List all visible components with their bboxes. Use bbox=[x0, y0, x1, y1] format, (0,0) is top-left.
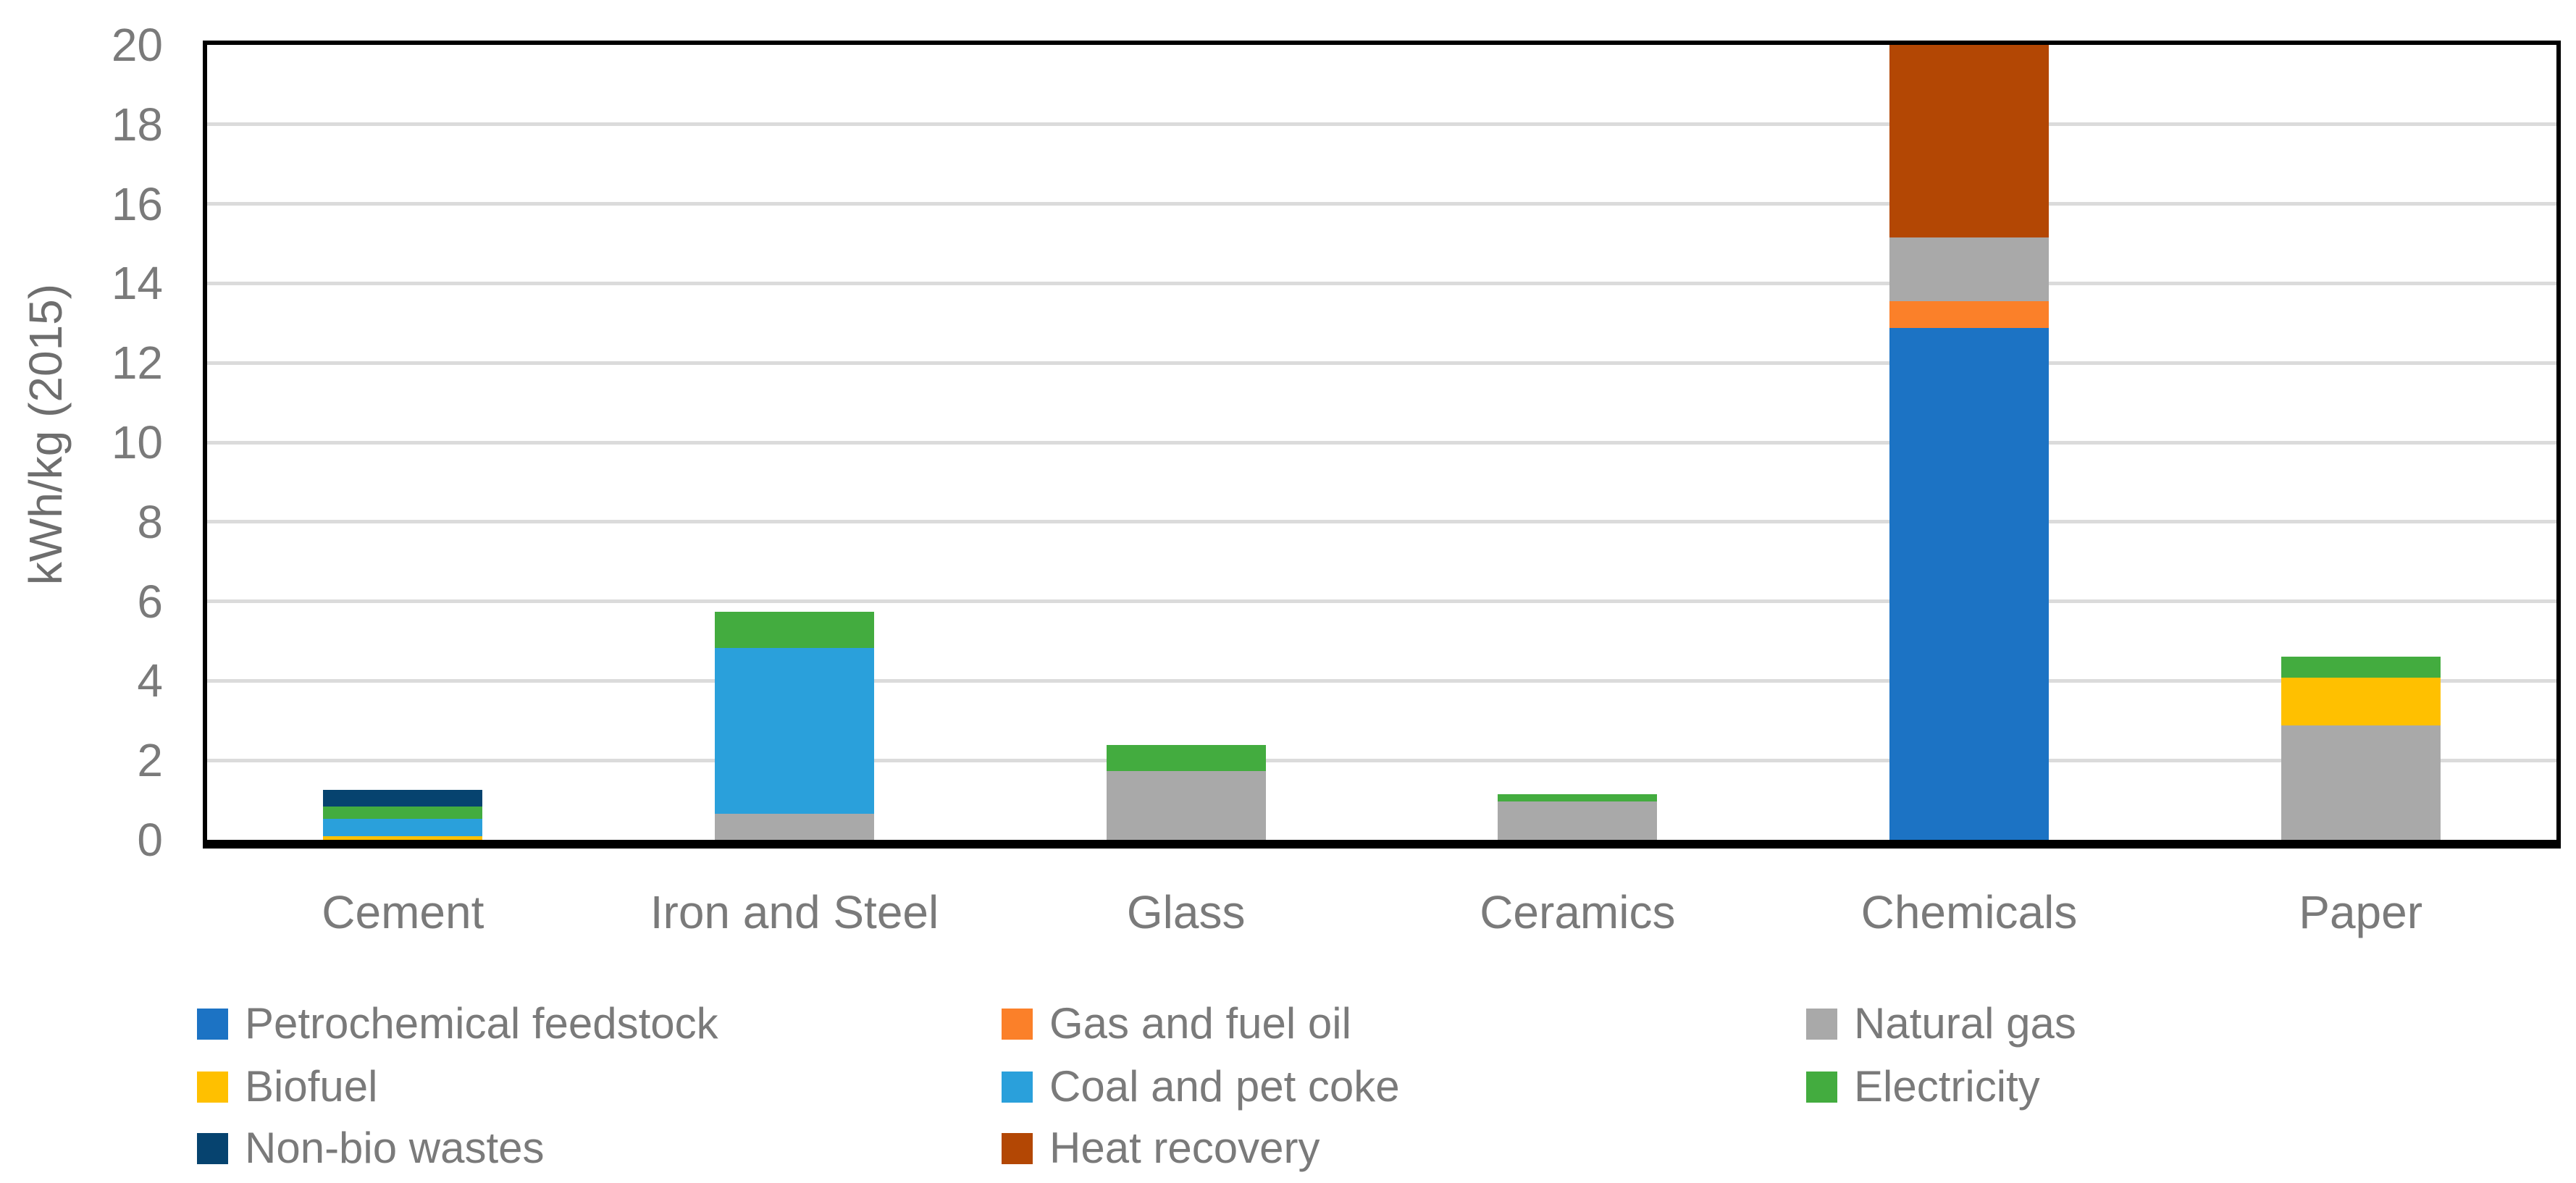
bar-segment-heat-recovery bbox=[1889, 45, 2049, 238]
legend-swatch bbox=[197, 1132, 228, 1164]
bar-cement bbox=[323, 789, 483, 840]
bar-segment-gas-and-fuel-oil bbox=[1889, 301, 2049, 328]
y-tick-label: 8 bbox=[137, 495, 163, 548]
bar-segment-coal-and-pet-coke bbox=[715, 647, 874, 814]
legend-swatch bbox=[1002, 1132, 1033, 1164]
gridline bbox=[207, 678, 2556, 683]
bar-iron-and-steel bbox=[715, 612, 874, 840]
bar-segment-electricity bbox=[1106, 744, 1266, 772]
legend-item-heat-recovery: Heat recovery bbox=[1002, 1127, 1320, 1170]
bar-segment-electricity bbox=[1498, 794, 1658, 801]
x-category-label: Iron and Steel bbox=[650, 886, 939, 938]
bar-segment-natural-gas bbox=[715, 814, 874, 840]
legend-swatch bbox=[1806, 1008, 1837, 1040]
legend-item-coal-and-pet-coke: Coal and pet coke bbox=[1002, 1065, 1400, 1108]
gridline bbox=[207, 361, 2556, 365]
gridline bbox=[207, 758, 2556, 762]
gridline bbox=[207, 281, 2556, 285]
legend-item-biofuel: Biofuel bbox=[197, 1065, 377, 1108]
bar-segment-biofuel bbox=[323, 835, 483, 840]
bar-glass bbox=[1106, 744, 1266, 840]
y-tick-label: 6 bbox=[137, 575, 163, 628]
legend-item-natural-gas: Natural gas bbox=[1806, 1002, 2076, 1045]
gridline bbox=[207, 202, 2556, 206]
legend-label: Electricity bbox=[1854, 1062, 2040, 1111]
x-category-label: Chemicals bbox=[1860, 886, 2078, 938]
legend-item-electricity: Electricity bbox=[1806, 1065, 2040, 1108]
bar-segment-natural-gas bbox=[1498, 801, 1658, 840]
legend-item-petrochemical-feedstock: Petrochemical feedstock bbox=[197, 1002, 718, 1045]
legend-label: Coal and pet coke bbox=[1049, 1062, 1400, 1111]
legend-label: Non-bio wastes bbox=[245, 1124, 545, 1172]
y-tick-label: 0 bbox=[137, 814, 163, 866]
legend-label: Petrochemical feedstock bbox=[245, 999, 718, 1048]
bar-segment-natural-gas bbox=[2281, 725, 2441, 840]
bar-segment-electricity bbox=[323, 806, 483, 820]
gridline bbox=[207, 599, 2556, 604]
legend-swatch bbox=[1806, 1071, 1837, 1103]
y-tick-label: 4 bbox=[137, 654, 163, 707]
bar-paper bbox=[2281, 656, 2441, 840]
plot-area bbox=[203, 41, 2561, 849]
bar-segment-natural-gas bbox=[1106, 771, 1266, 840]
bar-ceramics bbox=[1498, 794, 1658, 840]
y-tick-label: 12 bbox=[111, 337, 163, 390]
gridline bbox=[207, 440, 2556, 445]
y-tick-label: 18 bbox=[111, 98, 163, 151]
bar-segment-electricity bbox=[715, 612, 874, 648]
legend-swatch bbox=[197, 1008, 228, 1040]
y-tick-label: 20 bbox=[111, 19, 163, 71]
legend-item-non-bio-wastes: Non-bio wastes bbox=[197, 1127, 545, 1170]
gridline bbox=[207, 122, 2556, 127]
gridline bbox=[207, 520, 2556, 524]
bar-segment-coal-and-pet-coke bbox=[323, 819, 483, 836]
y-tick-label: 14 bbox=[111, 257, 163, 310]
bar-segment-non-bio-wastes bbox=[323, 789, 483, 807]
bar-segment-electricity bbox=[2281, 656, 2441, 678]
y-tick-label: 10 bbox=[111, 416, 163, 468]
y-tick-label: 2 bbox=[137, 734, 163, 787]
x-category-label: Paper bbox=[2299, 886, 2423, 938]
x-category-label: Ceramics bbox=[1480, 886, 1676, 938]
legend-label: Gas and fuel oil bbox=[1049, 999, 1351, 1048]
bar-chemicals bbox=[1889, 45, 2049, 840]
bar-segment-petrochemical-feedstock bbox=[1889, 327, 2049, 840]
legend-swatch bbox=[197, 1071, 228, 1103]
x-category-label: Glass bbox=[1126, 886, 1246, 938]
legend-label: Heat recovery bbox=[1049, 1124, 1320, 1172]
legend-label: Biofuel bbox=[245, 1062, 378, 1111]
bar-segment-natural-gas bbox=[1889, 237, 2049, 302]
bar-segment-biofuel bbox=[2281, 678, 2441, 725]
y-tick-label: 16 bbox=[111, 177, 163, 230]
legend-swatch bbox=[1002, 1071, 1033, 1103]
legend-swatch bbox=[1002, 1008, 1033, 1040]
legend-item-gas-and-fuel-oil: Gas and fuel oil bbox=[1002, 1002, 1351, 1045]
legend-label: Natural gas bbox=[1854, 999, 2076, 1048]
x-category-label: Cement bbox=[322, 886, 484, 938]
